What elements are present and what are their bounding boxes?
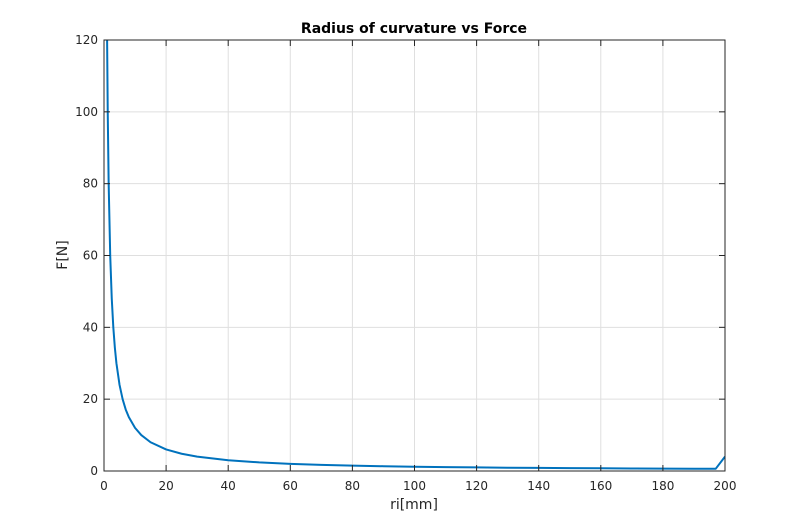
y-tick-label: 80 — [83, 177, 98, 191]
y-tick-label: 100 — [75, 105, 98, 119]
x-axis-label: ri[mm] — [390, 497, 438, 513]
x-tick-label: 180 — [651, 479, 674, 493]
y-tick-label: 40 — [83, 320, 98, 334]
y-tick-label: 120 — [75, 33, 98, 47]
x-tick-label: 140 — [527, 479, 550, 493]
series-line — [106, 40, 725, 470]
x-tick-label: 40 — [221, 479, 236, 493]
y-tick-label: 60 — [83, 249, 98, 263]
x-tick-label: 160 — [589, 479, 612, 493]
y-axis-label: F[N] — [55, 240, 71, 269]
x-tick-label: 120 — [465, 479, 488, 493]
x-tick-label: 80 — [345, 479, 360, 493]
x-tick-label: 0 — [100, 479, 108, 493]
x-tick-label: 60 — [283, 479, 298, 493]
y-tick-label: 0 — [90, 464, 98, 478]
x-tick-label: 200 — [714, 479, 737, 493]
ticks: 0 20 40 60 80 100 120 140 160 180 200 0 20 40 60 80 100 1… — [75, 33, 736, 493]
chart-title: Radius of curvature vs Force — [301, 21, 527, 37]
y-tick-label: 20 — [83, 392, 98, 406]
series-layer — [106, 40, 725, 470]
x-tick-label: 20 — [158, 479, 173, 493]
x-tick-label: 100 — [403, 479, 426, 493]
